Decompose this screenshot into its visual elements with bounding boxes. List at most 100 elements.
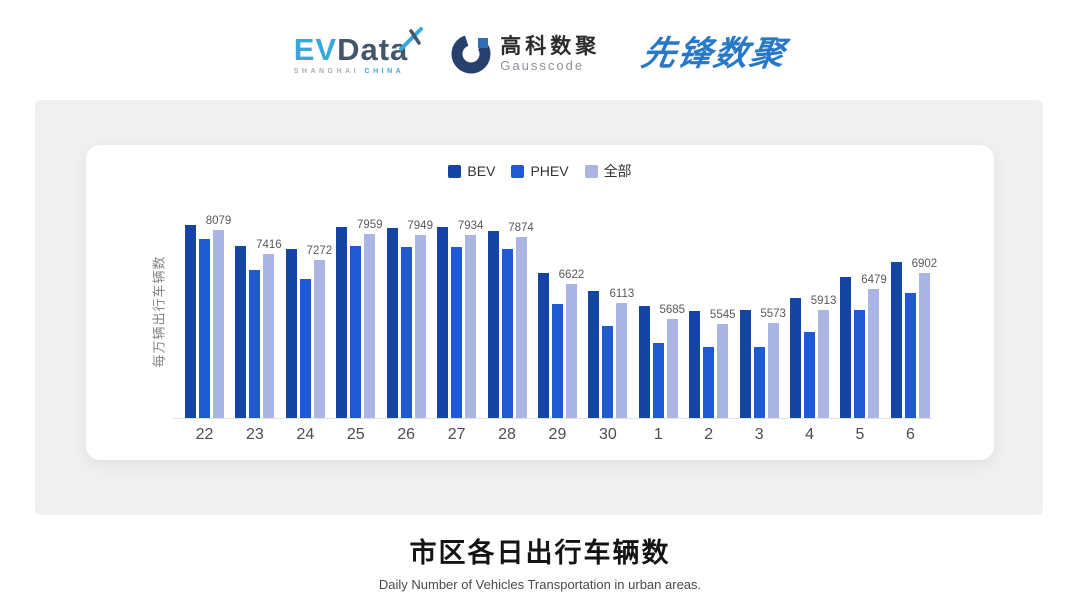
bar-全部[interactable]: 5685 <box>660 304 685 418</box>
x-axis-tick-label: 29 <box>548 426 567 443</box>
bar-全部[interactable]: 7959 <box>357 219 383 418</box>
logo-bar: EVData SHANGHAI CHINA 高科数聚 Gausscode 先锋数… <box>0 18 1080 90</box>
x-axis-tick-label: 30 <box>598 426 617 443</box>
bar-group: 6479 <box>840 274 887 418</box>
bar-PHEV[interactable] <box>551 304 563 418</box>
caption: 市区各日出行车辆数 Daily Number of Vehicles Trans… <box>0 531 1080 592</box>
bar-BEV[interactable] <box>890 262 902 418</box>
bar-PHEV[interactable] <box>350 246 362 418</box>
bar-全部[interactable]: 5545 <box>710 309 736 418</box>
bar-value-label: 5913 <box>810 295 837 307</box>
gausscode-en-text: Gausscode <box>500 57 585 73</box>
bar-value-label: 6622 <box>558 269 585 281</box>
bar-group: 5545 <box>689 309 736 418</box>
evdata-logo: EVData SHANGHAI CHINA <box>293 26 424 75</box>
bar-group: 5573 <box>739 308 786 418</box>
bar-PHEV[interactable] <box>652 343 664 418</box>
evdata-sparkle-icon <box>399 26 424 51</box>
bar-全部[interactable]: 6902 <box>912 258 937 418</box>
x-axis-tick-label: 22 <box>195 426 214 443</box>
bar-BEV[interactable] <box>185 225 196 418</box>
chart-title: 市区各日出行车辆数 <box>409 538 671 568</box>
bar-PHEV[interactable] <box>804 332 816 418</box>
bar-value-label: 7949 <box>407 220 433 232</box>
bar-group: 5913 <box>790 295 836 418</box>
bar-PHEV[interactable] <box>703 347 715 418</box>
x-axis-tick-label: 26 <box>397 426 416 443</box>
bar-全部[interactable]: 6113 <box>610 288 634 418</box>
gausscode-wordmark: 高科数聚 Gausscode <box>500 35 600 74</box>
bar-PHEV[interactable] <box>501 249 513 418</box>
bar-value-label: 6113 <box>609 288 635 300</box>
legend-item-PHEV[interactable]: PHEV <box>511 161 569 181</box>
bar-BEV[interactable] <box>285 249 297 418</box>
bar-BEV[interactable] <box>437 227 449 418</box>
bar-全部[interactable]: 5573 <box>760 308 786 418</box>
x-axis-tick-label: 5 <box>855 426 865 443</box>
legend-label: BEV <box>467 163 496 179</box>
gausscode-cn-text: 高科数聚 <box>500 34 601 58</box>
chart-card: BEV PHEV 全部 每万辆出行车辆数 8079 7416 7272 7959 7949 7… <box>86 145 994 460</box>
legend-item-全部[interactable]: 全部 <box>584 161 632 181</box>
xianfeng-logo: 先锋数聚 <box>638 35 790 73</box>
x-axis-tick-label: 25 <box>346 426 365 443</box>
bar-BEV[interactable] <box>638 306 650 418</box>
x-axis-tick-label: 28 <box>498 426 516 443</box>
chart-panel: BEV PHEV 全部 每万辆出行车辆数 8079 7416 7272 7959 7949 7… <box>35 100 1043 515</box>
bar-value-label: 5573 <box>760 308 786 320</box>
x-axis-tick-label: 23 <box>246 426 264 443</box>
chart-subtitle: Daily Number of Vehicles Transportation … <box>378 577 702 592</box>
bar-group: 6622 <box>537 269 584 418</box>
bar-全部[interactable]: 8079 <box>206 215 231 418</box>
bar-全部[interactable]: 7874 <box>508 222 534 418</box>
bar-PHEV[interactable] <box>854 310 866 418</box>
bar-group: 7934 <box>437 220 483 418</box>
bar-BEV[interactable] <box>235 246 247 418</box>
bar-PHEV[interactable] <box>451 247 463 418</box>
bar-group: 7949 <box>386 220 433 418</box>
bar-BEV[interactable] <box>386 228 398 418</box>
legend-swatch <box>584 164 598 178</box>
bar-value-label: 5685 <box>659 304 686 316</box>
bar-PHEV[interactable] <box>199 239 210 418</box>
bar-BEV[interactable] <box>588 291 600 418</box>
bar-BEV[interactable] <box>487 231 499 418</box>
bar-PHEV[interactable] <box>249 270 261 418</box>
legend-label: 全部 <box>603 163 632 179</box>
bar-全部[interactable]: 5913 <box>811 295 836 418</box>
bar-BEV[interactable] <box>790 298 802 418</box>
evdata-wordmark: EVData <box>293 26 424 67</box>
bar-PHEV[interactable] <box>602 326 614 418</box>
bar-PHEV[interactable] <box>400 247 412 418</box>
x-axis-line <box>173 418 933 419</box>
bar-全部[interactable]: 7272 <box>307 245 332 418</box>
bar-BEV[interactable] <box>537 273 549 418</box>
evdata-ev-text: EV <box>293 31 338 67</box>
legend-swatch <box>448 164 462 178</box>
bar-BEV[interactable] <box>689 311 701 418</box>
legend-item-BEV[interactable]: BEV <box>448 161 495 181</box>
bar-value-label: 7959 <box>356 219 383 231</box>
bar-value-label: 6479 <box>861 274 887 286</box>
bar-PHEV[interactable] <box>904 293 916 418</box>
bar-全部[interactable]: 6622 <box>559 269 584 418</box>
bar-BEV[interactable] <box>739 310 751 418</box>
bar-value-label: 7874 <box>508 222 534 234</box>
bar-BEV[interactable] <box>840 277 852 418</box>
bar-全部[interactable]: 7416 <box>256 239 282 418</box>
x-axis-tick-label: 27 <box>447 426 466 443</box>
bar-PHEV[interactable] <box>299 279 311 418</box>
bar-value-label: 8079 <box>205 215 232 227</box>
bar-PHEV[interactable] <box>753 347 765 418</box>
bar-全部[interactable]: 7949 <box>407 220 433 418</box>
y-axis-title: 每万辆出行车辆数 <box>151 255 167 368</box>
bar-BEV[interactable] <box>336 227 348 418</box>
bar-全部[interactable]: 6479 <box>861 274 887 418</box>
gausscode-g-icon <box>451 34 491 74</box>
bar-group: 7416 <box>235 239 282 418</box>
x-axis-tick-label: 1 <box>653 426 663 443</box>
bar-group: 7272 <box>285 245 332 418</box>
bar-全部[interactable]: 7934 <box>458 220 483 418</box>
bar-group: 6902 <box>890 258 937 418</box>
legend-swatch <box>511 164 525 178</box>
